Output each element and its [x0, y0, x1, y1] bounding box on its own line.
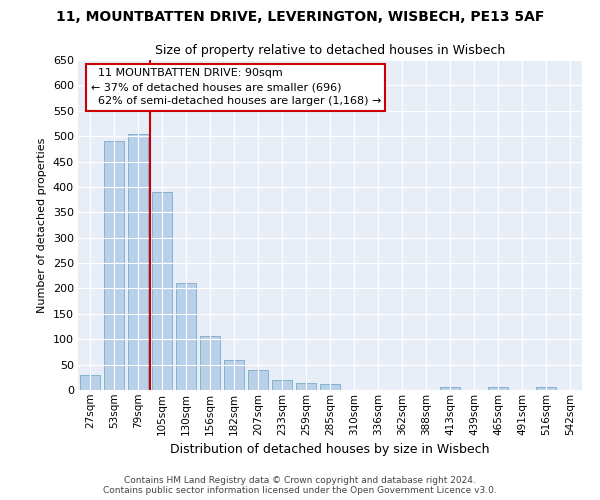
- Bar: [104, 141, 124, 390]
- Text: Contains HM Land Registry data © Crown copyright and database right 2024.
Contai: Contains HM Land Registry data © Crown c…: [103, 476, 497, 495]
- Y-axis label: Number of detached properties: Number of detached properties: [37, 138, 47, 312]
- Title: Size of property relative to detached houses in Wisbech: Size of property relative to detached ho…: [155, 44, 505, 58]
- X-axis label: Distribution of detached houses by size in Wisbech: Distribution of detached houses by size …: [170, 443, 490, 456]
- Bar: [200, 336, 220, 390]
- Bar: [440, 388, 460, 390]
- Bar: [320, 384, 340, 390]
- Bar: [488, 388, 508, 390]
- Bar: [128, 134, 148, 390]
- Bar: [536, 388, 556, 390]
- Bar: [80, 375, 100, 390]
- Text: 11, MOUNTBATTEN DRIVE, LEVERINGTON, WISBECH, PE13 5AF: 11, MOUNTBATTEN DRIVE, LEVERINGTON, WISB…: [56, 10, 544, 24]
- Bar: [296, 384, 316, 390]
- Bar: [248, 370, 268, 390]
- Bar: [176, 284, 196, 390]
- Text: 11 MOUNTBATTEN DRIVE: 90sqm
← 37% of detached houses are smaller (696)
  62% of : 11 MOUNTBATTEN DRIVE: 90sqm ← 37% of det…: [91, 68, 381, 106]
- Bar: [152, 192, 172, 390]
- Bar: [224, 360, 244, 390]
- Bar: [272, 380, 292, 390]
